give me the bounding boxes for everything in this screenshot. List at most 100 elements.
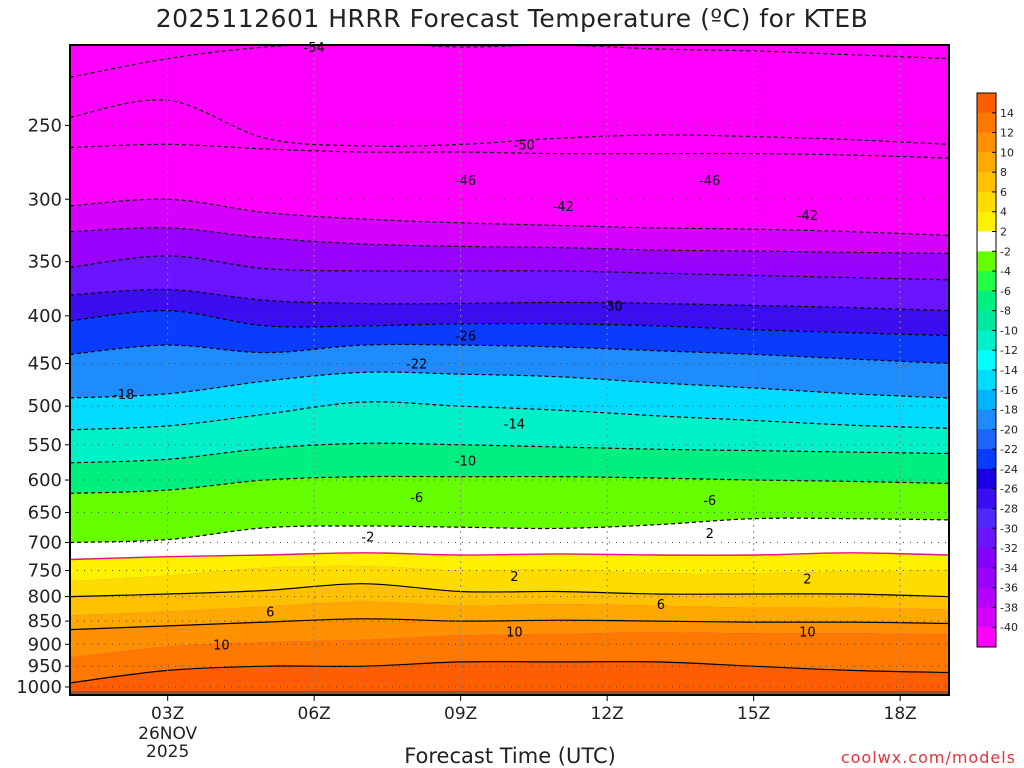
y-tick-label: 1000 (16, 677, 62, 698)
contour-label: 6 (266, 605, 274, 620)
isotherm-line (70, 310, 949, 337)
temp-band (70, 255, 949, 311)
contour-label: -42 (553, 200, 574, 215)
temp-band (70, 45, 949, 78)
contour-label: -22 (406, 358, 427, 373)
isotherm-line (70, 583, 949, 598)
temp-band (70, 675, 949, 695)
colorbar-label: 2 (1000, 226, 1007, 239)
temp-band (70, 45, 949, 147)
colorbar-swatch (977, 567, 996, 589)
contour-label: -42 (797, 209, 818, 224)
temp-band (70, 144, 949, 236)
ground-surface (70, 691, 949, 695)
colorbar-swatch (977, 587, 996, 608)
colorbar-swatch (977, 132, 996, 153)
y-tick-label: 550 (28, 435, 62, 456)
colorbar-label: -26 (1000, 483, 1018, 496)
credit-link[interactable]: coolwx.com/models (840, 748, 1016, 767)
isotherm-line (70, 343, 949, 365)
temp-band (70, 661, 949, 689)
y-tick-label: 800 (28, 587, 62, 608)
temp-band (70, 372, 949, 430)
colorbar-label: 12 (1000, 127, 1014, 140)
colorbar-swatch (977, 191, 996, 213)
y-tick-label: 850 (28, 611, 62, 632)
x-tick-label: 06Z (298, 704, 331, 724)
y-tick-label: 750 (28, 560, 62, 581)
isotherm-line (70, 401, 949, 431)
contour-label: -14 (504, 418, 525, 433)
temp-band (70, 199, 949, 254)
colorbar-swatch (977, 290, 996, 312)
x-tick-label: 03Z (151, 704, 184, 724)
temp-band (70, 601, 949, 630)
colorbar-label: 8 (1000, 166, 1007, 179)
y-tick-label: 900 (28, 634, 62, 655)
x-tick-label: 15Z (737, 704, 770, 724)
colorbar-label: -14 (1000, 364, 1018, 377)
temp-band (70, 565, 949, 597)
isotherm-line (70, 99, 949, 147)
colorbar-label: -40 (1000, 621, 1018, 634)
temp-band (70, 443, 949, 494)
isotherm-line (70, 198, 949, 236)
colorbar-label: -8 (1000, 305, 1011, 318)
temp-band (70, 518, 949, 560)
x-tick-label: 09Z (444, 704, 477, 724)
colorbar-swatch (977, 211, 996, 232)
colorbar-label: -24 (1000, 463, 1018, 476)
colorbar-swatch (977, 251, 996, 272)
colorbar-label: -38 (1000, 601, 1018, 614)
contour-label: -10 (455, 455, 476, 470)
colorbar-label: -10 (1000, 324, 1018, 337)
temp-band (70, 401, 949, 463)
colorbar-label: -34 (1000, 562, 1018, 575)
y-tick-label: 300 (28, 189, 62, 210)
x-tick-date-label: 2025 (146, 742, 189, 762)
contour-label: -6 (703, 494, 716, 509)
colorbar-swatch (977, 231, 996, 252)
y-tick-label: 250 (28, 115, 62, 136)
colorbar-label: -20 (1000, 423, 1018, 436)
colorbar-swatch (977, 310, 996, 331)
contour-label: -50 (514, 138, 535, 153)
colorbar-label: 4 (1000, 206, 1007, 219)
colorbar-swatch (977, 528, 996, 549)
colorbar-label: -28 (1000, 503, 1018, 516)
contour-label: -46 (455, 174, 476, 189)
isotherm-line (70, 255, 949, 281)
temp-band (70, 99, 949, 159)
colorbar-swatch (977, 409, 996, 430)
y-tick-label: 450 (28, 354, 62, 375)
colorbar-swatch (977, 488, 996, 509)
y-tick-label: 600 (28, 470, 62, 491)
x-tick-label: 12Z (591, 704, 624, 724)
y-tick-label: 700 (28, 532, 62, 553)
temp-band (70, 227, 949, 280)
colorbar-label: -2 (1000, 245, 1011, 258)
y-tick-label: 950 (28, 656, 62, 677)
colorbar-label: -4 (1000, 265, 1011, 278)
isotherm-line (70, 618, 949, 631)
colorbar-swatch (977, 548, 996, 569)
colorbar-label: 14 (1000, 107, 1014, 120)
colorbar-swatch (977, 429, 996, 450)
temp-band (70, 632, 949, 683)
contour-label: 2 (510, 570, 518, 585)
contour-label: -2 (361, 531, 374, 546)
colorbar-swatch (977, 449, 996, 470)
colorbar-label: 6 (1000, 186, 1007, 199)
temp-band (70, 289, 949, 336)
contour-label: -6 (410, 491, 423, 506)
colorbar-swatch (977, 370, 996, 391)
colorbar-swatch (977, 508, 996, 529)
y-tick-label: 500 (28, 396, 62, 417)
colorbar-label: -16 (1000, 384, 1018, 397)
colorbar-swatch (977, 93, 996, 114)
contour-label: -46 (699, 174, 720, 189)
chart-title: 2025112601 HRRR Forecast Temperature (ºC… (155, 4, 869, 33)
contour-label: -30 (601, 300, 622, 315)
colorbar-swatch (977, 152, 996, 173)
